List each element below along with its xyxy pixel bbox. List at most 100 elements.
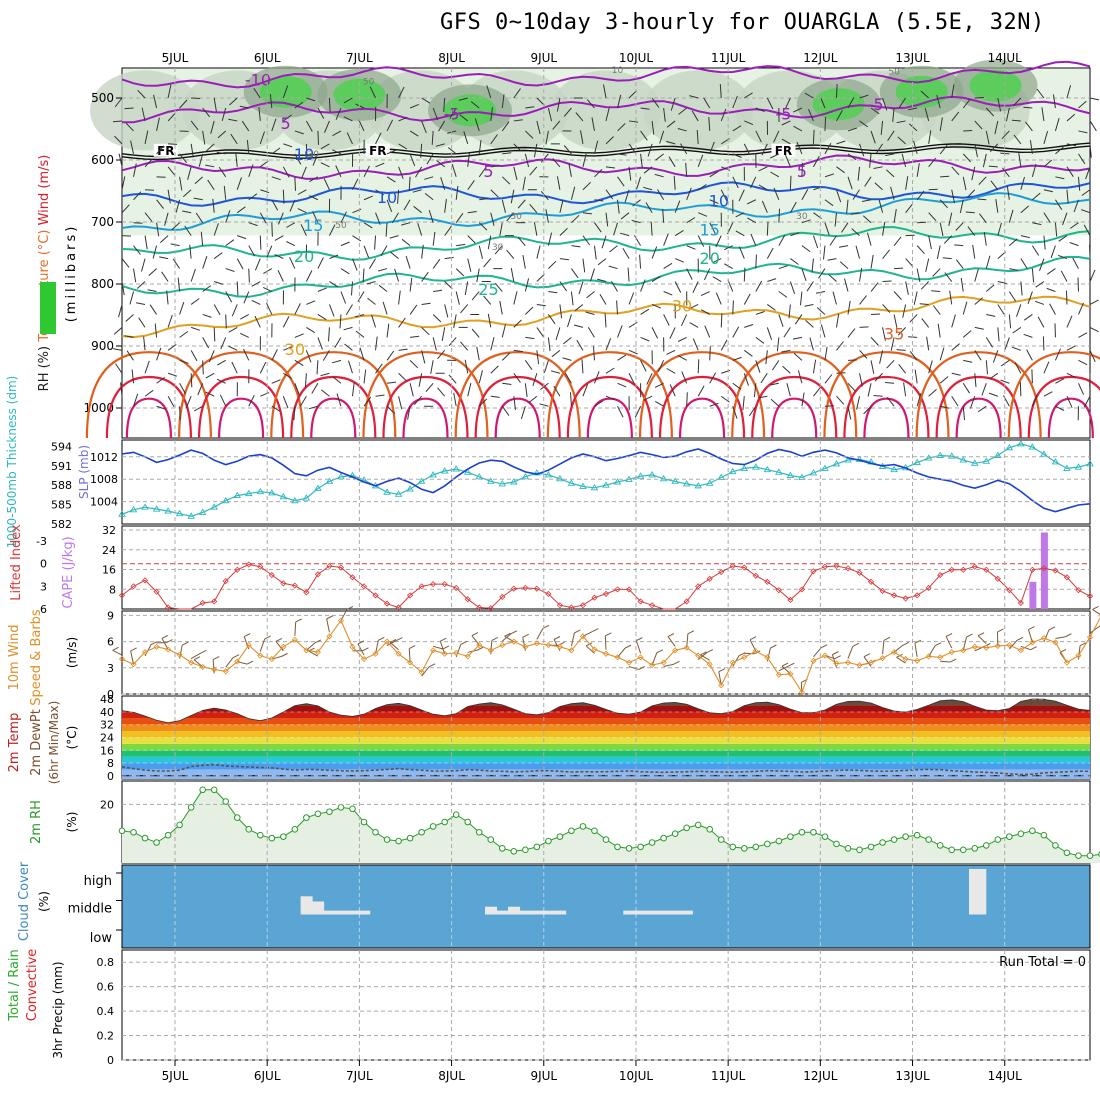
wind-barb [945,636,953,649]
wind-marker [614,654,621,661]
wind-barb [437,387,446,397]
temp-tick-label: 40 [100,706,114,719]
wind-barb [421,302,431,305]
wind-barb [988,392,998,397]
wind-barb [133,191,142,201]
wind-barb [859,373,863,387]
isotherm-label: 5 [797,162,807,181]
minmax-axis-label-group: (6hr Min/Max) [47,701,61,785]
rh2m-marker [153,839,160,846]
wind-barb-flag [460,641,467,645]
wind-barb [225,291,233,303]
wind-barb [901,153,907,167]
precip-tick-label: 0 [107,1054,114,1067]
wind-barb [582,384,589,397]
li-marker [856,569,863,576]
wind-barb [689,95,699,99]
wind-marker [268,655,275,663]
wind-barb [974,373,977,388]
wind-barb [525,106,535,109]
slp-marker [1074,463,1083,470]
wind-barb [228,118,238,122]
wind-barb [198,153,204,167]
wind-barb [305,270,313,282]
rh2m-marker [856,846,863,854]
wind-marker [902,655,909,663]
rh2m-marker [1063,849,1071,857]
x-tick-label-bottom: 5JUL [162,1069,189,1083]
wind-barb [391,212,399,224]
wind-barb [271,176,281,181]
wind-barb [1008,639,1018,650]
wind-barb [1008,209,1014,223]
wind-barb [1066,396,1073,408]
wind-barb [1055,636,1066,639]
slp-marker [648,471,656,478]
li-marker [522,584,529,591]
wind-barb [386,119,394,132]
wind-barb [329,281,339,288]
wind-barb [576,339,584,351]
rh2m-marker [164,831,172,839]
wind-barb [317,130,319,145]
wind-barb-flag [130,647,137,652]
wind-barb [696,129,699,144]
wind-barb [524,278,530,292]
wind-marker [994,642,1001,650]
wind-barb [761,143,768,156]
wind-marker [522,643,529,650]
upper-y-label-part: Wind (m/s) [37,155,52,226]
cloud-bar-middle [680,910,693,915]
wind-barb [453,314,457,328]
wind-barb [570,392,572,407]
wind-barb [974,120,983,130]
wind-barb [992,350,999,363]
wind-marker [579,633,587,640]
wind-barb [156,405,166,410]
wind-barb-flag [442,645,450,650]
rh-contour-label: 30 [492,243,504,253]
wind-barb [898,97,907,108]
freezing-level-line [121,142,1091,158]
rh2m-marker [971,845,979,852]
wind-barb-flag [945,633,953,637]
isotherm-dome [638,351,766,439]
wind-barb [753,383,757,398]
wind-barb [850,212,860,215]
rh2m-marker [1017,830,1025,838]
chart-title: GFS 0~10day 3-hourly for OUARGLA (5.5E, … [440,10,1045,35]
wind-barb [951,314,956,328]
wind-barb [677,355,687,361]
wind-barb [471,328,480,338]
wind-barb [663,107,666,122]
wind-barb [816,307,826,315]
wind-barb-flag [212,656,220,661]
wind-barb [513,166,518,181]
li-marker [510,585,517,592]
wind-barb [743,373,749,386]
wind-barb-flag [883,636,891,641]
isotherm-line [121,255,1091,298]
slp-tick-label: 1004 [90,496,118,509]
wind-barb [836,110,843,122]
wind-barb [743,293,751,305]
wind-barb [650,221,653,236]
wind-barb [962,176,967,191]
wind-barb [366,281,376,285]
wind-barb [1011,119,1021,122]
wind-barb [398,348,408,351]
wind-barb [459,114,469,122]
wind-barb [905,258,914,267]
wind-barb [570,291,574,306]
wind-barb [202,337,210,349]
wind-barb [1062,212,1068,226]
rh2m-marker [833,840,840,848]
li-marker [165,604,172,611]
wind-barb [375,394,385,397]
wind-barb [617,382,627,388]
wind-barb [425,382,434,393]
wind-marker [441,650,448,657]
wind-marker [1040,635,1047,642]
wind-barb [378,284,388,292]
rh2m-marker [821,833,829,840]
